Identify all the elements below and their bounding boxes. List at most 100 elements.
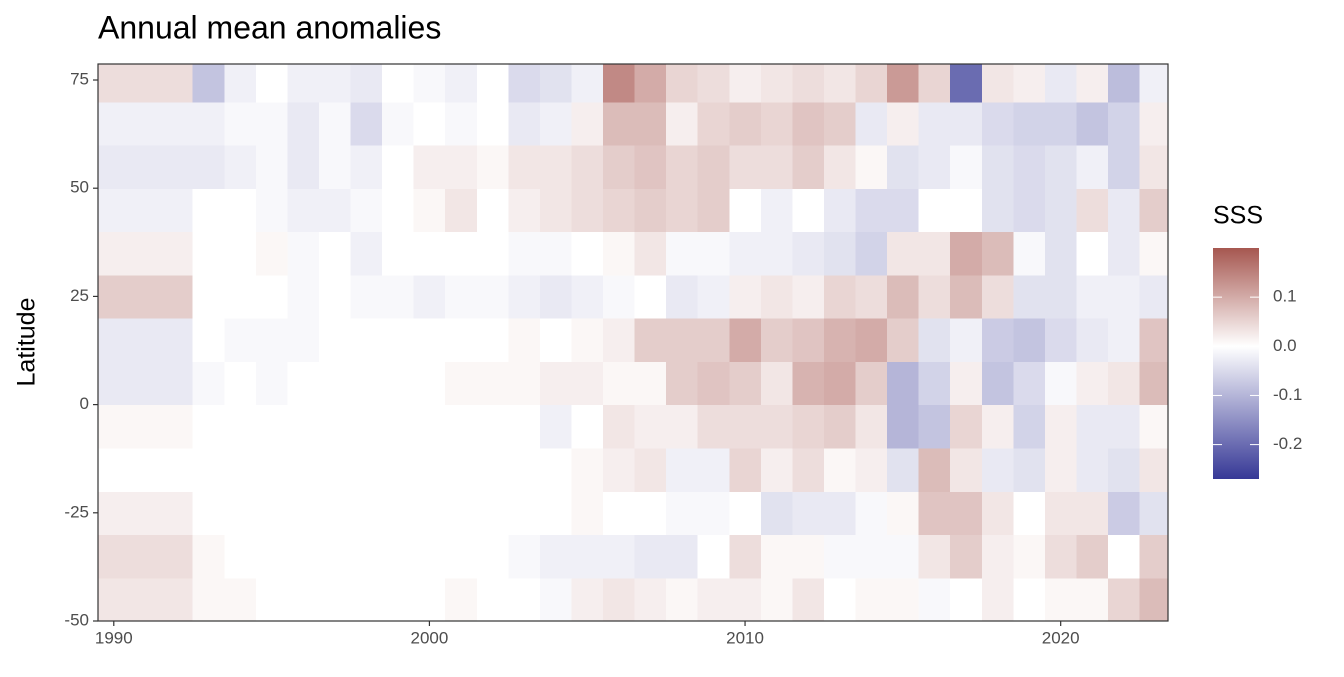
cell (603, 274, 636, 319)
cell (729, 404, 762, 449)
cell (192, 361, 225, 406)
cell (855, 231, 888, 276)
cell (287, 274, 320, 319)
cell (1076, 231, 1109, 276)
cell (350, 64, 383, 103)
cell (1013, 274, 1046, 319)
cell (1076, 404, 1109, 449)
cell (508, 361, 541, 406)
cell (666, 64, 699, 103)
cell (603, 101, 636, 146)
cell (318, 188, 352, 233)
cell (634, 577, 667, 621)
cell (255, 101, 288, 146)
cell (1044, 64, 1078, 103)
cell (666, 231, 699, 276)
cell (476, 144, 509, 189)
cell (1044, 188, 1078, 233)
cell (1044, 361, 1078, 406)
cell (887, 318, 920, 362)
x-tick-label: 2020 (1042, 628, 1080, 647)
cell (950, 101, 983, 146)
cell (161, 534, 194, 579)
cell (823, 144, 857, 189)
cell (413, 361, 446, 406)
cell (287, 64, 320, 103)
cell (539, 534, 573, 579)
y-tick-label: 25 (70, 286, 89, 305)
cell (603, 188, 636, 233)
cell (571, 101, 604, 146)
cell (950, 361, 983, 406)
cell (792, 188, 825, 233)
cell (1044, 144, 1078, 189)
cell (792, 144, 825, 189)
cell (634, 491, 667, 536)
cell (760, 577, 793, 621)
cell (287, 447, 320, 492)
cell (603, 491, 636, 536)
x-tick-label: 2000 (411, 628, 449, 647)
cell (697, 188, 730, 233)
cell (887, 188, 920, 233)
cell (382, 188, 415, 233)
cell (1108, 404, 1141, 449)
cell (255, 318, 288, 362)
cell (887, 231, 920, 276)
cell (855, 534, 888, 579)
cell (224, 447, 257, 492)
cell (1044, 534, 1078, 579)
cell (634, 534, 667, 579)
legend-tick-label: -0.2 (1273, 434, 1302, 453)
cell (571, 274, 604, 319)
cell (823, 404, 857, 449)
cell (918, 274, 951, 319)
cell (539, 491, 573, 536)
cell (445, 231, 478, 276)
cell (887, 534, 920, 579)
cell (539, 577, 573, 621)
cell (255, 361, 288, 406)
cell (350, 361, 383, 406)
cell (918, 101, 951, 146)
cell (634, 231, 667, 276)
cell (224, 274, 257, 319)
heatmap (98, 64, 1168, 621)
cell (350, 534, 383, 579)
cell (350, 491, 383, 536)
cell (603, 64, 636, 103)
cell (161, 361, 194, 406)
cell (413, 144, 446, 189)
cell (476, 577, 509, 621)
cell (508, 274, 541, 319)
cell (382, 274, 415, 319)
cell (476, 447, 509, 492)
cell (350, 188, 383, 233)
cell (508, 101, 541, 146)
cell (603, 318, 636, 362)
cell (476, 101, 509, 146)
cell (729, 534, 762, 579)
cell (950, 534, 983, 579)
cell (192, 318, 225, 362)
cell (1013, 534, 1046, 579)
cell (697, 404, 730, 449)
cell (571, 577, 604, 621)
cell (161, 188, 194, 233)
cell (823, 577, 857, 621)
cell (666, 447, 699, 492)
cell (981, 144, 1014, 189)
cell (445, 274, 478, 319)
cell (445, 318, 478, 362)
cell (571, 144, 604, 189)
cell (634, 318, 667, 362)
cell (981, 101, 1014, 146)
cell (729, 144, 762, 189)
cell (98, 318, 131, 362)
cell (918, 361, 951, 406)
cell (634, 274, 667, 319)
cell (1139, 64, 1168, 103)
cell (98, 144, 131, 189)
cell (792, 231, 825, 276)
cell (350, 101, 383, 146)
